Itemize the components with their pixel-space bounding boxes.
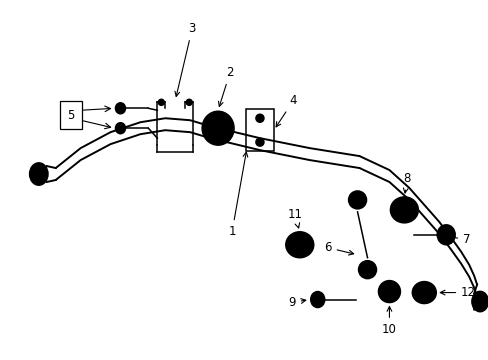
Circle shape [117, 105, 123, 111]
Circle shape [158, 99, 164, 105]
Ellipse shape [211, 121, 224, 136]
Text: 7: 7 [442, 233, 469, 246]
Ellipse shape [411, 282, 435, 303]
Ellipse shape [378, 280, 400, 302]
Circle shape [186, 99, 192, 105]
Text: 11: 11 [287, 208, 302, 228]
Ellipse shape [202, 111, 234, 145]
Text: 9: 9 [288, 296, 305, 309]
Ellipse shape [436, 225, 454, 245]
Ellipse shape [419, 288, 428, 298]
Text: 6: 6 [324, 241, 353, 255]
Ellipse shape [363, 266, 370, 273]
Ellipse shape [358, 261, 376, 279]
Ellipse shape [353, 197, 360, 203]
FancyBboxPatch shape [60, 101, 81, 129]
Circle shape [117, 125, 123, 131]
Ellipse shape [398, 204, 409, 215]
Ellipse shape [30, 163, 48, 185]
Bar [245, 109, 273, 151]
Ellipse shape [389, 197, 417, 223]
Ellipse shape [471, 292, 487, 311]
Circle shape [255, 138, 264, 146]
Text: 1: 1 [228, 152, 247, 238]
Ellipse shape [293, 239, 305, 250]
Ellipse shape [384, 287, 393, 296]
Ellipse shape [115, 123, 125, 134]
Circle shape [255, 114, 264, 122]
Text: 8: 8 [403, 171, 410, 193]
Text: 4: 4 [276, 94, 297, 127]
Ellipse shape [348, 191, 366, 209]
Text: 5: 5 [67, 109, 74, 122]
Ellipse shape [310, 292, 324, 307]
Text: 3: 3 [175, 22, 196, 96]
Text: 2: 2 [218, 66, 233, 107]
Ellipse shape [285, 232, 313, 258]
Ellipse shape [115, 103, 125, 114]
Text: 12: 12 [439, 286, 475, 299]
Text: 10: 10 [381, 307, 396, 336]
